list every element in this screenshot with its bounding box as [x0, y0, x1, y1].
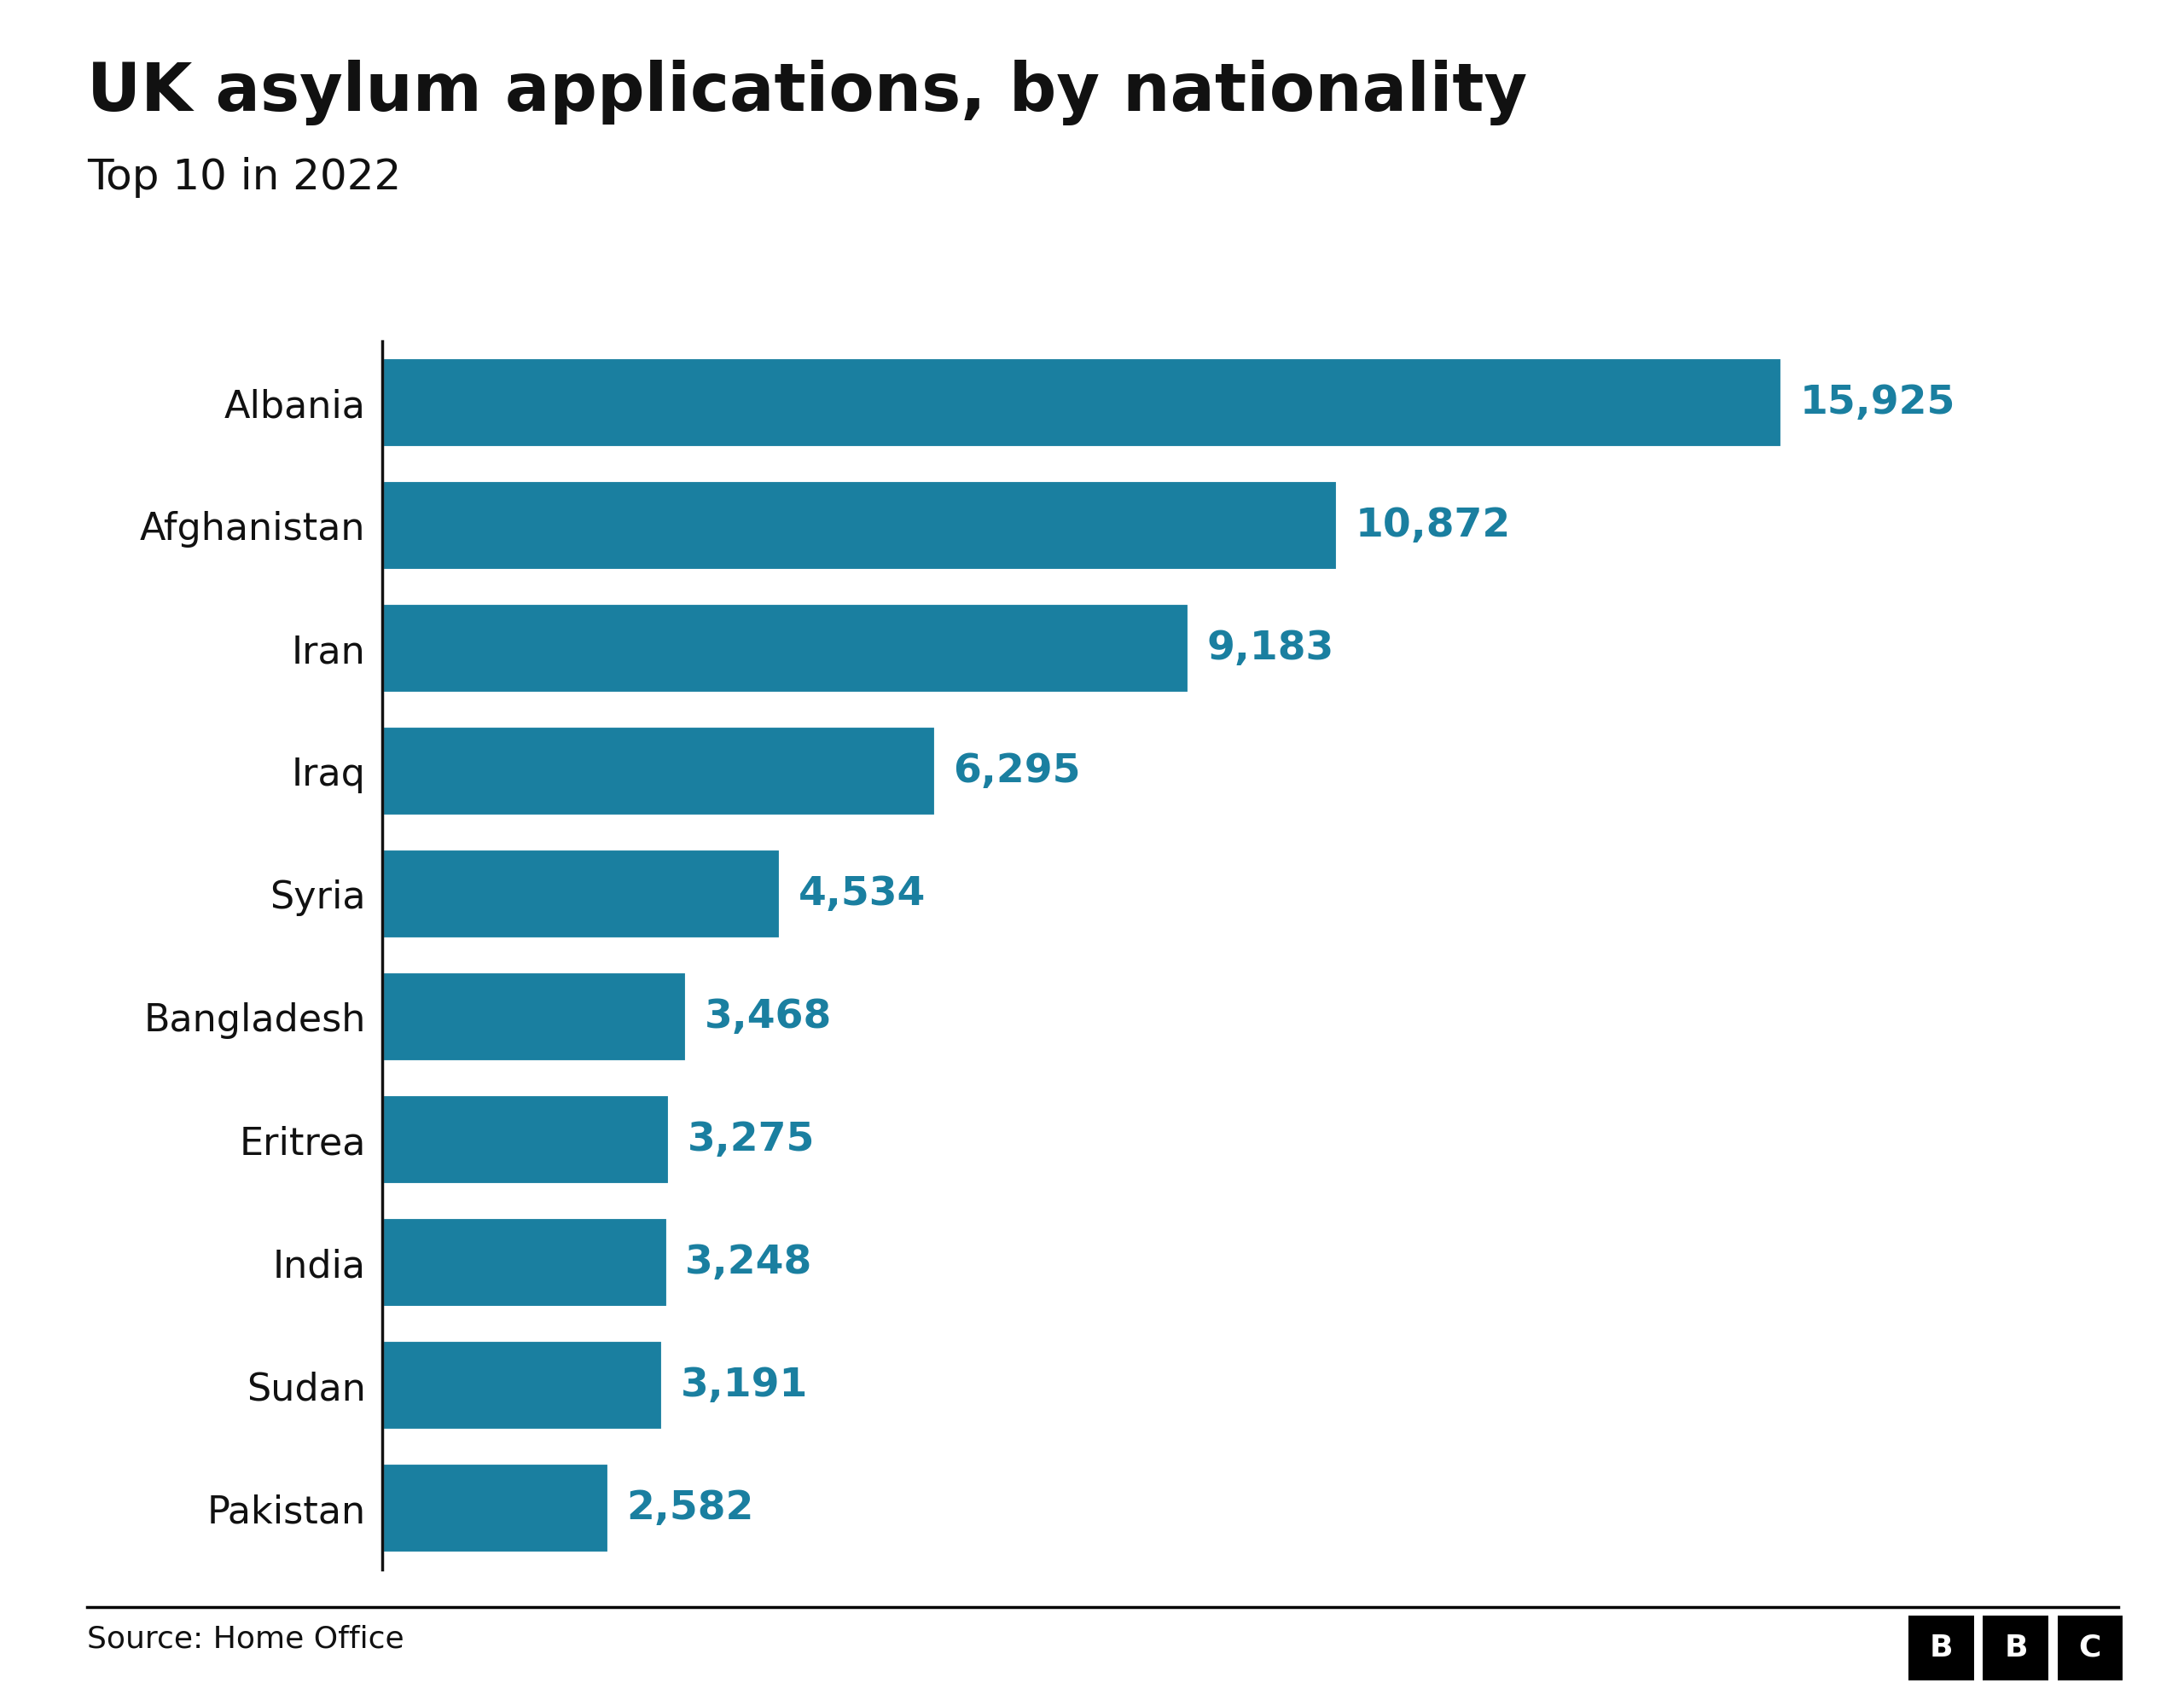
Bar [382, 357, 1782, 449]
Text: 15,925: 15,925 [1800, 384, 1955, 421]
Text: B: B [1931, 1634, 1952, 1662]
Text: UK asylum applications, by nationality: UK asylum applications, by nationality [87, 60, 1527, 126]
Text: 9,183: 9,183 [1208, 630, 1334, 667]
Bar [382, 479, 1339, 572]
Text: 3,275: 3,275 [688, 1121, 815, 1158]
Bar [382, 725, 935, 817]
Text: Top 10 in 2022: Top 10 in 2022 [87, 157, 402, 198]
Bar [382, 848, 782, 940]
Text: 3,248: 3,248 [686, 1244, 812, 1281]
Text: C: C [2079, 1634, 2101, 1662]
Text: 10,872: 10,872 [1356, 507, 1511, 544]
Bar [382, 602, 1190, 694]
Bar [382, 1462, 609, 1554]
Bar [382, 1216, 668, 1309]
Text: B: B [2005, 1634, 2027, 1662]
Bar [382, 971, 688, 1063]
Text: 3,191: 3,191 [679, 1367, 808, 1404]
Text: 6,295: 6,295 [952, 752, 1081, 790]
Text: 3,468: 3,468 [705, 998, 832, 1036]
Text: 2,582: 2,582 [627, 1489, 753, 1527]
Bar [382, 1094, 670, 1186]
Text: Source: Home Office: Source: Home Office [87, 1624, 404, 1653]
Text: 4,534: 4,534 [799, 875, 926, 913]
Bar [382, 1339, 662, 1431]
